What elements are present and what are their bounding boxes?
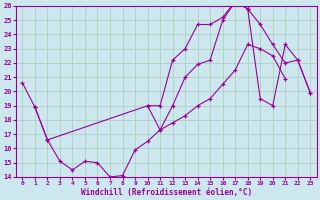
X-axis label: Windchill (Refroidissement éolien,°C): Windchill (Refroidissement éolien,°C): [81, 188, 252, 197]
